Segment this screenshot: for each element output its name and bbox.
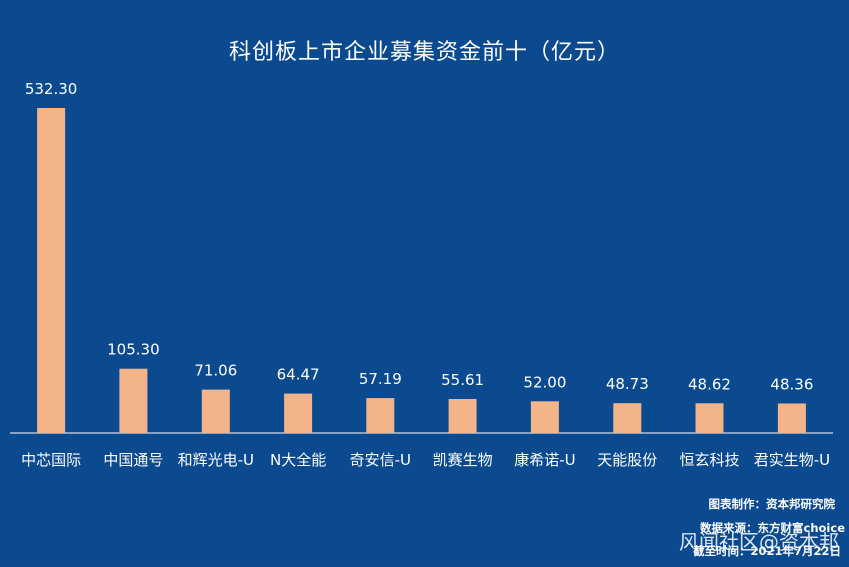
category-label-5: 凯赛生物 [433, 451, 493, 469]
bar-5 [448, 399, 477, 433]
watermark: 风闻社区@资本邦 [679, 530, 839, 554]
category-label-8: 恒玄科技 [679, 451, 739, 469]
bar-2 [201, 389, 230, 433]
category-label-7: 天能股份 [597, 451, 657, 469]
category-label-4: 奇安信-U [350, 451, 411, 469]
bar-4 [366, 398, 395, 433]
value-label-8: 48.62 [688, 375, 731, 393]
category-label-9: 君实生物-U [754, 451, 830, 469]
value-label-7: 48.73 [606, 375, 649, 393]
value-label-0: 532.30 [25, 80, 78, 98]
chart-title: 科创板上市企业募集资金前十（亿元） [228, 40, 620, 65]
footer-credit: 图表制作：资本邦研究院 [708, 497, 836, 511]
bar-9 [777, 403, 806, 433]
bar-1 [119, 368, 148, 433]
footer-date: 截至时间：2021年7月22日 [692, 544, 841, 558]
category-label-0: 中芯国际 [21, 451, 81, 469]
category-label-6: 康希诺-U [514, 451, 575, 469]
category-label-3: N大全能 [270, 451, 326, 469]
value-label-3: 64.47 [277, 366, 320, 384]
value-label-2: 71.06 [194, 362, 237, 380]
bar-6 [530, 401, 559, 433]
footer-source: 数据来源：东方财富choice [700, 521, 845, 535]
bar-0 [37, 108, 66, 433]
value-label-5: 55.61 [441, 371, 484, 389]
value-label-9: 48.36 [770, 376, 813, 394]
value-label-1: 105.30 [107, 341, 160, 359]
value-label-4: 57.19 [359, 370, 402, 388]
bar-7 [613, 403, 642, 433]
category-label-2: 和辉光电-U [178, 451, 254, 469]
value-label-6: 52.00 [523, 373, 566, 391]
bar-3 [284, 393, 313, 433]
category-label-1: 中国通号 [103, 451, 163, 469]
bar-8 [695, 403, 724, 433]
